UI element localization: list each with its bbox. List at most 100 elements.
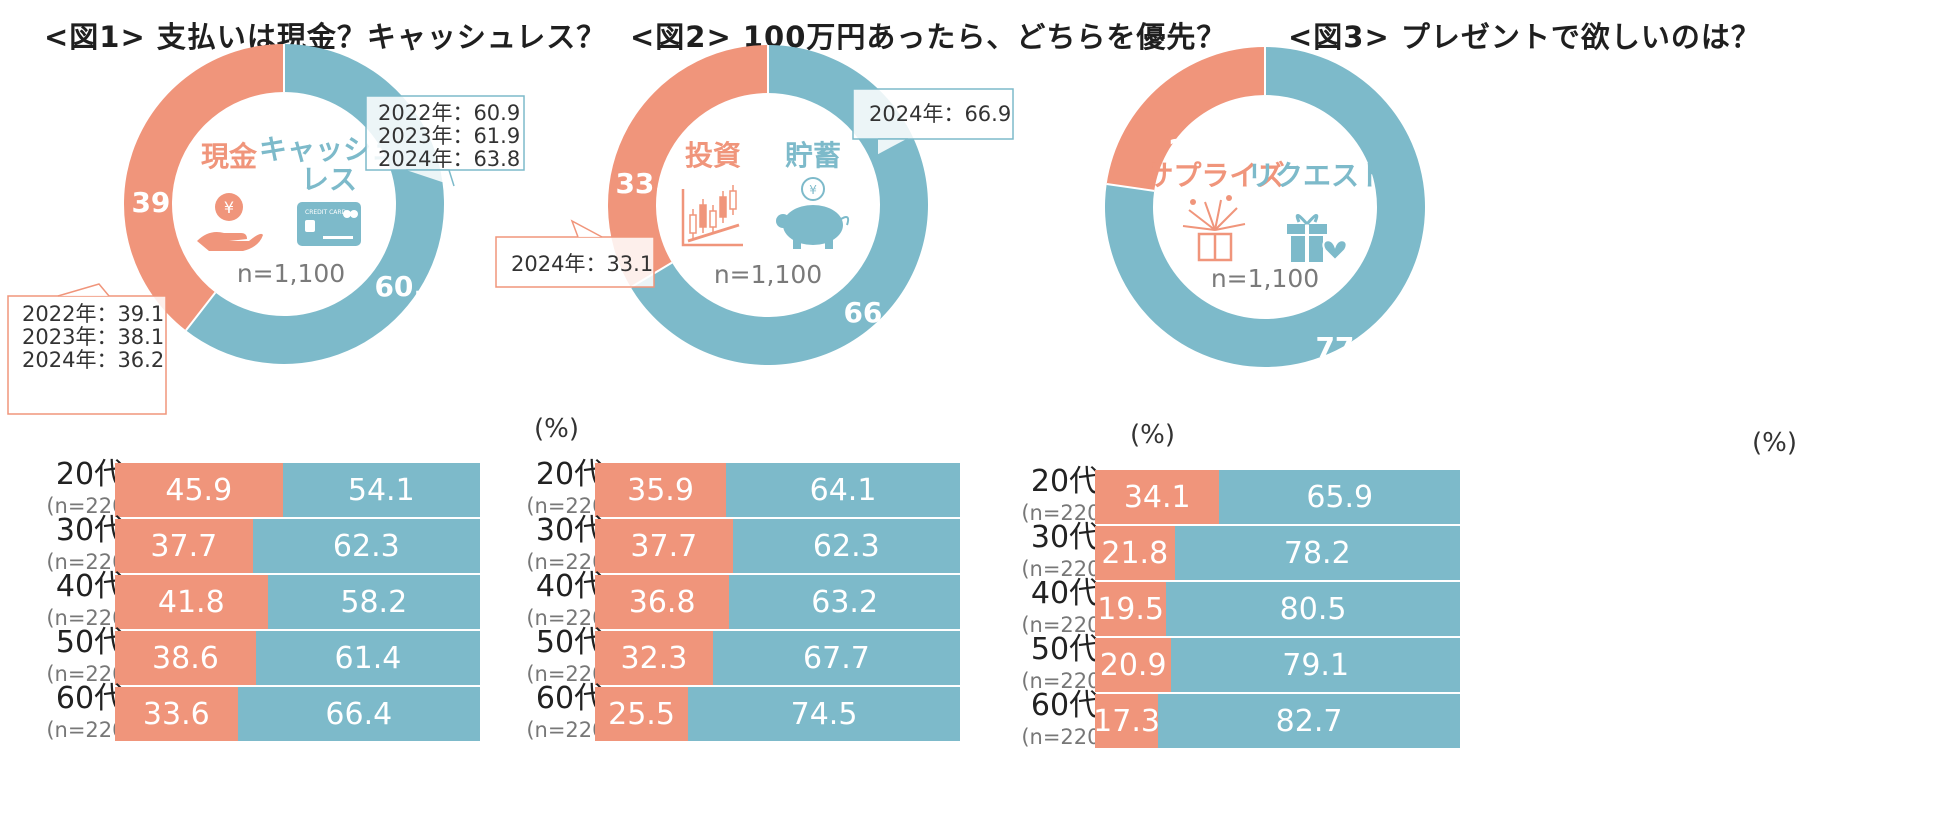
figure-3-panel: <図3> プレゼントで欲しいのは？ 22.7 77.3 サプライズ リクエスト n=1,… (1021, 0, 1825, 826)
burst-ray (1188, 209, 1216, 231)
age-label: 40代 (55, 569, 125, 604)
age-label: 30代 (1030, 520, 1100, 555)
slice-value-label-a: 39.5 (131, 186, 200, 219)
donut-slice-1-a (124, 44, 284, 331)
category-label-b: リクエスト (1247, 159, 1387, 192)
pig-snout (776, 214, 790, 228)
bar-row-50代: 50代 (n=220) 32.3 67.7 (526, 625, 1200, 687)
yen-glyph: ¥ (224, 198, 234, 217)
callout-frame (7, 295, 167, 415)
age-label: 30代 (535, 513, 605, 548)
bar-segment-a: 37.7 (115, 519, 253, 573)
callout-line: 2024年：36.2 (22, 348, 164, 372)
category-label-b: 貯蓄 (785, 139, 841, 172)
slice-separator (185, 291, 217, 332)
bar-row-30代: 30代 (n=220) 37.7 62.3 (44, 513, 604, 575)
piggy-bank-icon: ¥ (776, 177, 850, 249)
bar-segment-a: 34.1 (1095, 470, 1220, 524)
pig-tail (840, 216, 850, 226)
confetti (1190, 199, 1196, 205)
bar-segment-b: 79.1 (1171, 638, 1460, 692)
figure-1-title: <図1> 支払いは現金？キャッシュレス？ (44, 20, 607, 54)
bar-row-20代: 20代 (n=220) 35.9 64.1 (526, 457, 1200, 519)
age-sample-size: (n=220) (1021, 501, 1109, 525)
card-dot (343, 210, 351, 218)
figure-2-age-bars: 20代 (n=220) 35.9 64.1 30代 (n=220) 37.7 62.3 40代(… (526, 457, 1200, 823)
bar-row-50代: 50代 (n=220) 38.6 61.4 (44, 625, 604, 687)
coin-shape (215, 193, 243, 221)
callout-tail (57, 283, 110, 297)
age-label: 60代 (55, 681, 125, 716)
figure-2-unit: (%) (1130, 420, 1175, 450)
gift-surprise-icon (1182, 195, 1246, 262)
age-label: 20代 (535, 457, 605, 492)
category-label-a: サプライズ (1145, 159, 1284, 192)
age-label: 40代 (535, 569, 605, 604)
bar-segment-a: 35.9 (595, 463, 727, 517)
figure-3-unit: (%) (1752, 428, 1797, 458)
candle-body (689, 214, 697, 234)
callout-box-a: 2024年：33.1 (495, 219, 655, 288)
chart-axes (681, 189, 743, 247)
bar-segment-a: 41.8 (115, 575, 268, 629)
stacked-bar: 21.8 78.2 (1095, 526, 1460, 580)
hand-shape (197, 232, 263, 251)
age-sample-size: (n=220) (1021, 557, 1109, 581)
bar-segment-b: 67.7 (712, 631, 960, 685)
bar-row-40代: 40代 (n=220) 19.5 80.5 (1021, 576, 1825, 638)
donut-slice-3-a (1106, 47, 1265, 191)
donut-slice-3-b (1105, 47, 1425, 368)
pig-leg (793, 237, 801, 249)
bar-segment-a: 45.9 (115, 463, 283, 517)
age-label: 20代 (1030, 464, 1100, 499)
card-dot (350, 210, 358, 218)
bar-row-60代: 60代 (n=220) 25.5 74.5 (526, 681, 1200, 743)
slice-value-label-b: 60.5 (374, 270, 443, 303)
gift-bow (1295, 214, 1319, 225)
stacked-bar: 36.8 63.2 (595, 575, 960, 629)
card-line (323, 236, 353, 239)
stacked-bar: 37.7 62.3 (595, 519, 960, 573)
bar-segment-b: 64.1 (726, 463, 960, 517)
figure-1-panel: <図1> 支払いは現金？キャッシュレス？ 39.5 60.5 現金 キャッシュ レス ¥ C… (7, 0, 614, 826)
candle-body (729, 190, 737, 210)
bar-segment-b: 80.5 (1166, 582, 1460, 636)
callout-frame (852, 88, 1014, 140)
category-label-b: レス (301, 163, 357, 196)
callout-tail (406, 169, 455, 187)
callout-box-b: 2024年：66.9 (852, 88, 1014, 156)
gift-ribbon (1305, 224, 1309, 262)
yen-glyph: ¥ (809, 183, 817, 197)
callout-line: 2024年：33.1 (511, 252, 653, 276)
age-label: 60代 (535, 681, 605, 716)
hand-coin-icon: ¥ (197, 193, 263, 251)
age-sample-size: (n=220) (1021, 669, 1109, 693)
callout-tail (570, 219, 603, 238)
bar-row-60代: 60代 (n=220) 33.6 66.4 (44, 681, 604, 743)
callout-frame (495, 236, 655, 288)
category-label-a: 投資 (685, 139, 741, 172)
bar-segment-a: 32.3 (595, 631, 713, 685)
bar-segment-a: 17.3 (1095, 694, 1159, 748)
donut-slice-2-a (608, 45, 768, 288)
bar-segment-a: 37.7 (595, 519, 733, 573)
age-label: 20代 (55, 457, 125, 492)
pig-body (783, 205, 843, 245)
trend-line (687, 223, 740, 243)
bar-row-20代: 20代 (n=220) 34.1 65.9 (1021, 464, 1825, 526)
bar-segment-b: 58.2 (267, 575, 480, 629)
bar-segment-a: 20.9 (1095, 638, 1172, 692)
stacked-bar: 33.6 66.4 (115, 687, 480, 741)
bar-row-40代: 40代 (n=220) 36.8 63.2 (526, 569, 1200, 631)
bar-row-30代: 30代 (n=220) 21.8 78.2 (1021, 520, 1825, 582)
candle-body (699, 204, 707, 228)
bar-row-30代: 30代 (n=220) 37.7 62.3 (526, 513, 1200, 575)
stacked-bar: 34.1 65.9 (1095, 470, 1460, 524)
card-chip (305, 220, 315, 232)
bar-segment-b: 66.4 (237, 687, 480, 741)
slice-value-label-a: 33.6 (615, 167, 684, 200)
credit-card-icon: CREDIT CARD (297, 202, 361, 246)
callout-line: 2022年：60.9 (378, 101, 520, 125)
